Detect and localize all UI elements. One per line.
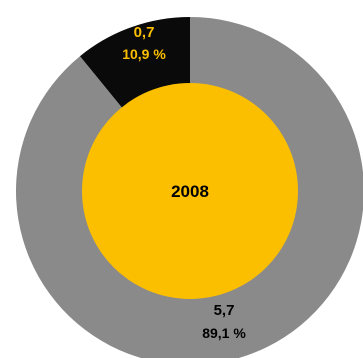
center-disc [82, 83, 298, 299]
slice-gray [16, 17, 363, 358]
center-year-label: 2008 [171, 182, 209, 201]
slice-percent-label-black: 10,9 % [122, 46, 166, 62]
slice-percent-label-gray: 89,1 % [202, 325, 246, 341]
slice-value-label-black: 0,7 [134, 24, 155, 41]
slice-value-label-gray: 5,7 [214, 302, 235, 319]
